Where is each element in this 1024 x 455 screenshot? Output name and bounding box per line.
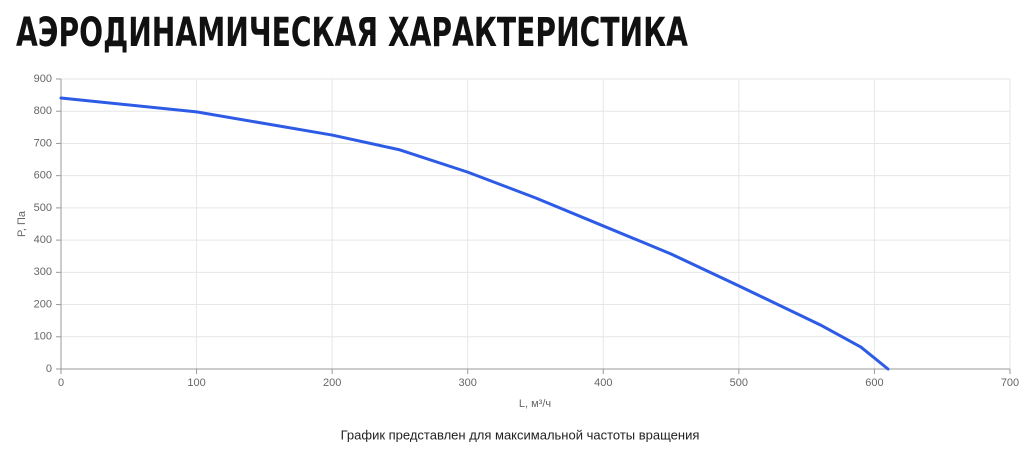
x-tick-label: 400: [594, 377, 612, 389]
y-tick-label: 600: [34, 170, 52, 182]
x-tick-label: 200: [323, 377, 341, 389]
chart-note: График представлен для максимальной част…: [341, 427, 700, 442]
y-tick-label: 800: [34, 105, 52, 117]
x-tick-label: 100: [187, 377, 205, 389]
x-axis-label: L, м³/ч: [519, 398, 551, 410]
y-tick-label: 300: [34, 266, 52, 278]
y-axis-label: P, Па: [16, 210, 28, 237]
y-tick-label: 500: [34, 202, 52, 214]
x-tick-label: 0: [58, 377, 64, 389]
y-tick-label: 100: [34, 331, 52, 343]
x-tick-label: 700: [1001, 377, 1019, 389]
x-tick-label: 600: [865, 377, 883, 389]
y-tick-label: 700: [34, 137, 52, 149]
y-tick-label: 0: [46, 363, 52, 375]
y-tick-label: 900: [34, 73, 52, 85]
x-tick-label: 300: [459, 377, 477, 389]
y-tick-label: 400: [34, 234, 52, 246]
chart-title: АЭРОДИНАМИЧЕСКАЯ ХАРАКТЕРИСТИКА: [16, 10, 688, 56]
y-tick-label: 200: [34, 298, 52, 310]
data-line: [59, 96, 890, 371]
x-tick-label: 500: [730, 377, 748, 389]
